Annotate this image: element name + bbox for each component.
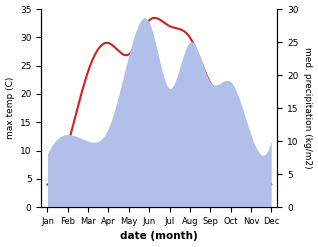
Y-axis label: max temp (C): max temp (C) — [5, 77, 15, 139]
Y-axis label: med. precipitation (kg/m2): med. precipitation (kg/m2) — [303, 47, 313, 169]
X-axis label: date (month): date (month) — [121, 231, 198, 242]
